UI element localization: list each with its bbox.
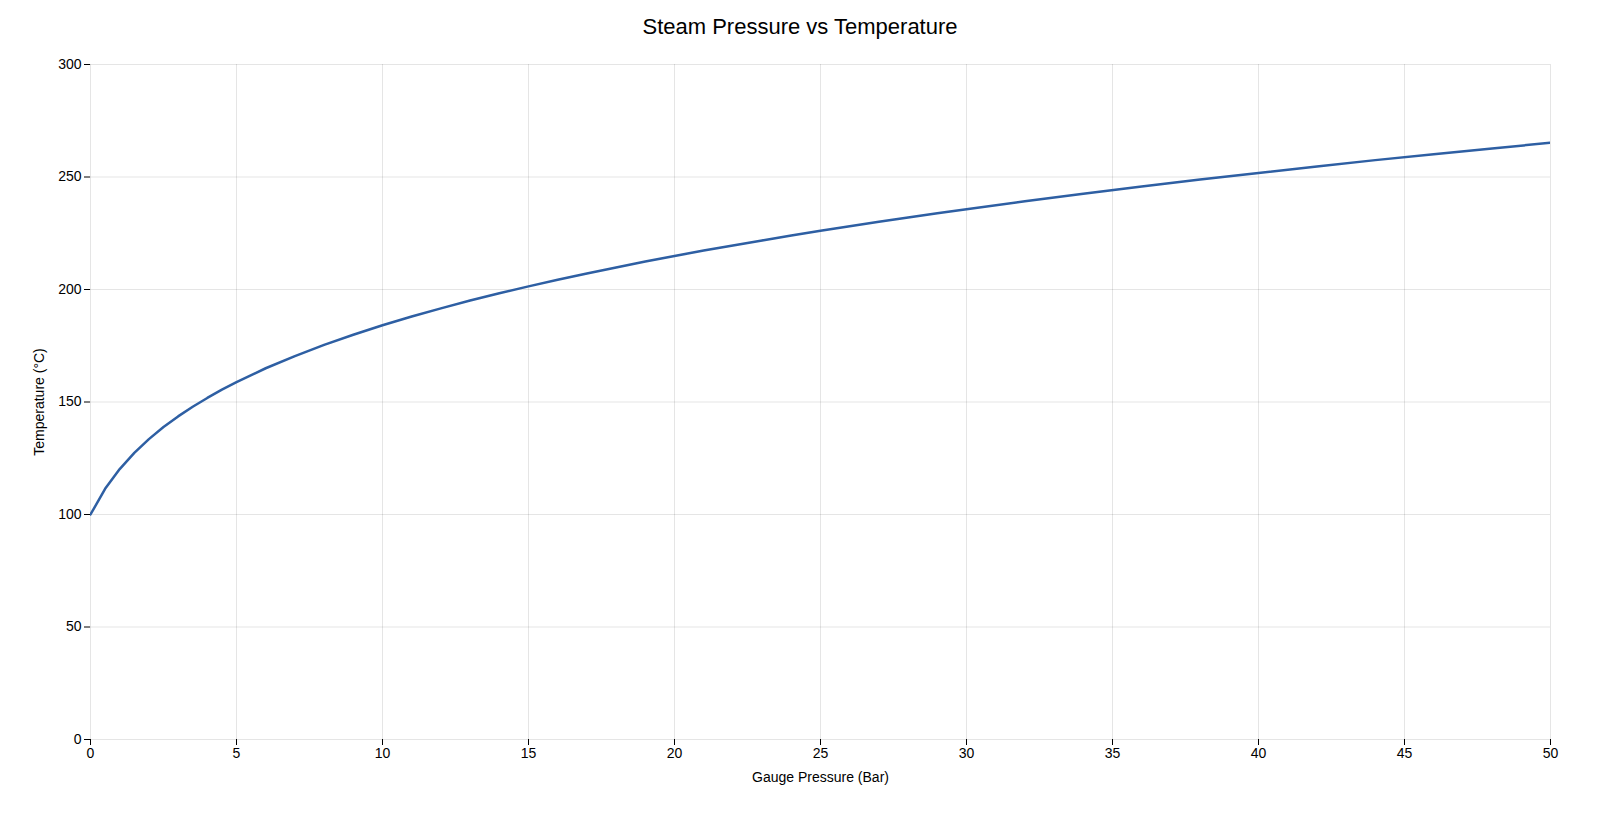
html-text:Steam Pressure vs Temperature: Steam Pressure vs Temperature [642, 14, 958, 39]
svg-text:35: 35 [1105, 745, 1121, 761]
svg-text:Temperature (°C): Temperature (°C) [31, 348, 47, 456]
svg-text:Gauge Pressure (Bar): Gauge Pressure (Bar) [752, 769, 889, 785]
svg-text:200: 200 [58, 281, 82, 297]
svg-text:250: 250 [58, 168, 82, 184]
svg-text:15: 15 [521, 745, 537, 761]
svg-text:10: 10 [375, 745, 391, 761]
svg-text:50: 50 [66, 618, 82, 634]
svg-text:45: 45 [1397, 745, 1413, 761]
svg-text:150: 150 [58, 393, 82, 409]
svg-text:100: 100 [58, 506, 82, 522]
svg-text:0: 0 [74, 731, 82, 747]
svg-text:300: 300 [58, 56, 82, 72]
svg-text:40: 40 [1251, 745, 1267, 761]
svg-text:50: 50 [1543, 745, 1559, 761]
svg-text:5: 5 [233, 745, 241, 761]
svg-text:20: 20 [667, 745, 683, 761]
svg-text:0: 0 [87, 745, 95, 761]
svg-text:25: 25 [813, 745, 829, 761]
svg-text:30: 30 [959, 745, 975, 761]
